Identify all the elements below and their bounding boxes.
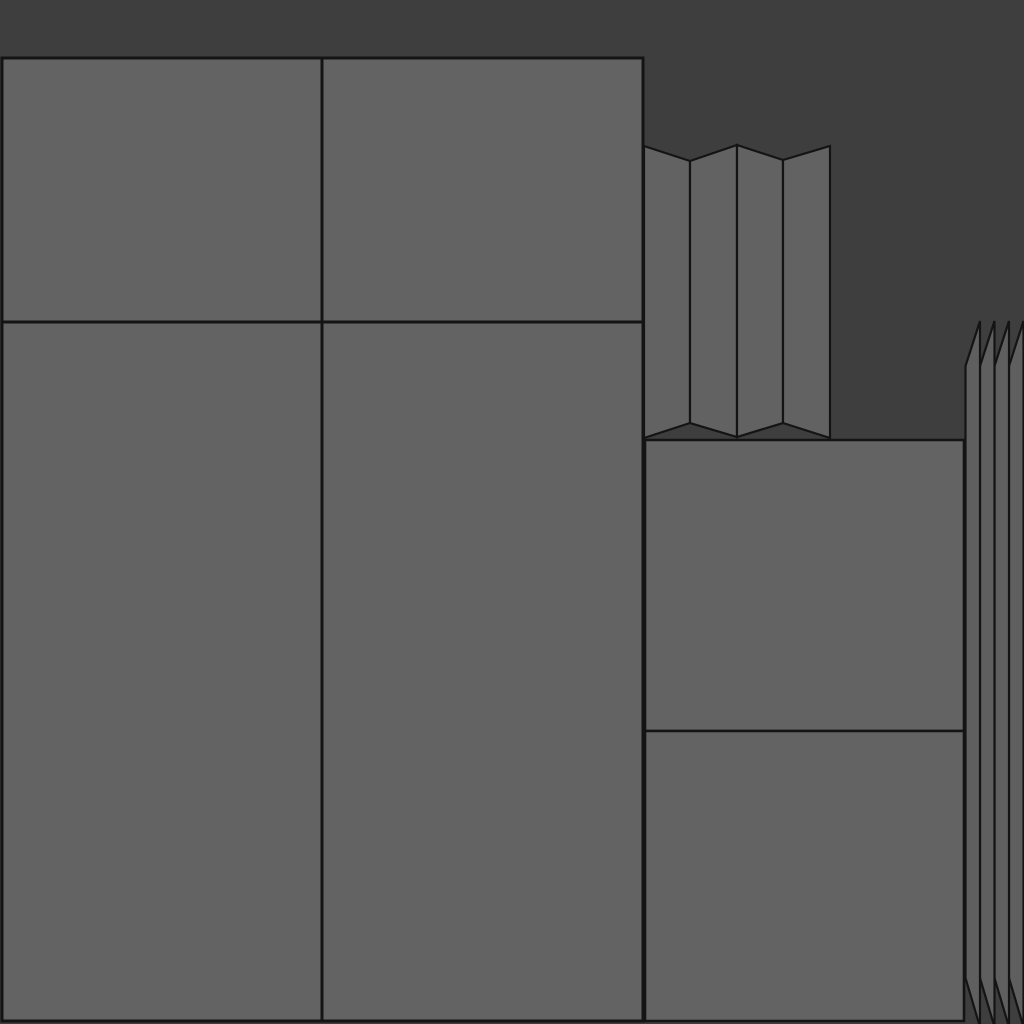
panel-right-upper (643, 438, 966, 733)
panel-top-mid (320, 56, 645, 324)
blade-strip-2 (978, 320, 996, 1024)
panel-bottom-left (0, 320, 324, 1023)
accordion-fold-2 (688, 143, 739, 439)
panel-right-lower (643, 729, 966, 1023)
accordion-fold-4 (781, 144, 832, 440)
panel-bottom-mid (320, 320, 645, 1023)
blade-strip-3 (993, 320, 1011, 1024)
blade-strip-4 (1007, 320, 1024, 1024)
blade-strip-1 (964, 320, 982, 1024)
accordion-fold-3 (735, 143, 785, 439)
panel-top-left (0, 56, 324, 324)
accordion-fold-1 (642, 144, 692, 440)
